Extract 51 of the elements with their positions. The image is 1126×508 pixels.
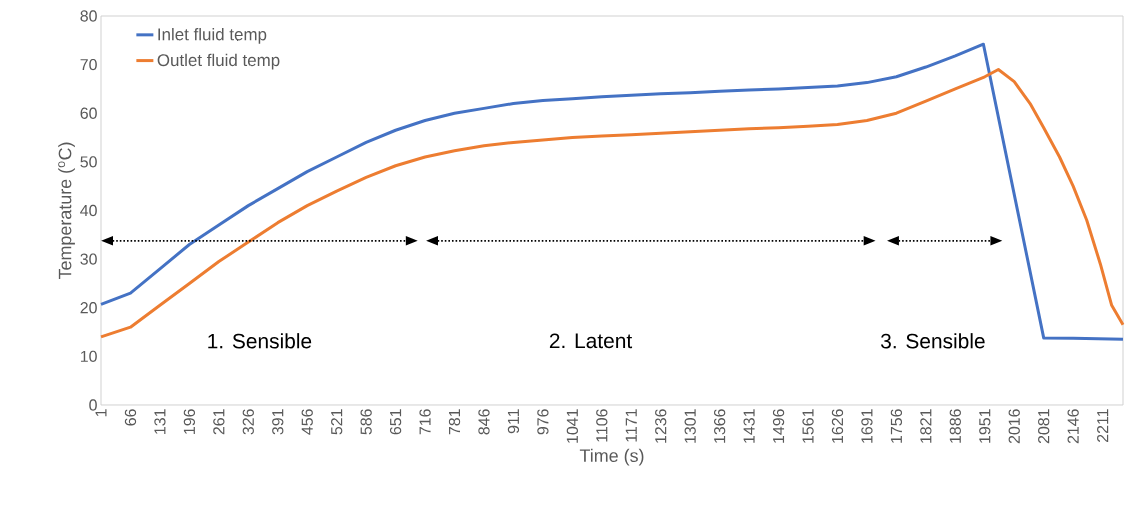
- x-tick-label: 976: [537, 409, 549, 435]
- legend-label: Inlet fluid temp: [158, 27, 267, 44]
- y-tick-label: 30: [80, 253, 97, 265]
- x-tick-label: 1431: [743, 409, 755, 443]
- x-tick-label: 2081: [1038, 409, 1050, 444]
- x-tick-label: 1236: [655, 409, 667, 443]
- y-tick-label: 70: [80, 58, 97, 71]
- x-tick-label: 1: [95, 409, 107, 417]
- x-tick-label: 326: [242, 409, 254, 435]
- x-tick-label: 131: [154, 409, 166, 434]
- y-axis-title: Temperature ($^{o}$C): [58, 142, 75, 280]
- x-tick-label: 1496: [772, 409, 785, 443]
- y-tick-label: 80: [80, 10, 97, 22]
- x-tick-label: 196: [183, 409, 196, 434]
- x-tick-label: 1171: [625, 409, 637, 442]
- x-tick-label: 1561: [802, 409, 814, 443]
- x-tick-label: 1626: [831, 409, 844, 443]
- x-tick-label: 521: [331, 409, 343, 435]
- annotation: 2. Latent: [549, 333, 633, 349]
- x-tick-label: 1691: [861, 409, 873, 443]
- x-tick-label: 1821: [920, 409, 932, 443]
- x-tick-label: 1301: [684, 409, 696, 443]
- x-tick-label: 846: [478, 409, 490, 435]
- x-tick-label: 1756: [890, 409, 903, 443]
- x-tick-label: 1106: [596, 409, 608, 442]
- x-tick-label: 586: [360, 409, 372, 435]
- x-tick-label: 66: [124, 409, 137, 426]
- x-tick-label: 651: [389, 409, 402, 435]
- y-tick-label: 40: [80, 204, 97, 217]
- y-tick-label: 10: [80, 350, 97, 362]
- y-tick-label: 20: [80, 302, 97, 314]
- y-tick-label: 50: [80, 156, 97, 168]
- x-tick-label: 781: [448, 409, 461, 435]
- annotation: 3. Sensible: [880, 333, 985, 349]
- x-tick-label: 1041: [566, 409, 578, 443]
- y-tick-label: 60: [80, 107, 97, 119]
- y-tick-label: 0: [89, 399, 97, 411]
- x-tick-label: 1886: [949, 409, 961, 443]
- x-tick-label: 1366: [714, 409, 726, 443]
- annotation: 1. Sensible: [208, 333, 312, 349]
- legend-label: Outlet fluid temp: [157, 53, 280, 70]
- x-tick-label: 456: [301, 409, 313, 435]
- x-tick-label: 716: [419, 409, 431, 435]
- x-tick-label: 1951: [979, 409, 991, 443]
- x-tick-label: 2211: [1097, 409, 1109, 442]
- x-tick-label: 2146: [1067, 409, 1079, 444]
- x-tick-label: 261: [213, 409, 225, 435]
- x-tick-label: 391: [272, 409, 284, 435]
- x-axis-title: Time (s): [579, 448, 644, 466]
- x-tick-label: 2016: [1008, 409, 1020, 444]
- x-tick-label: 911: [507, 409, 520, 434]
